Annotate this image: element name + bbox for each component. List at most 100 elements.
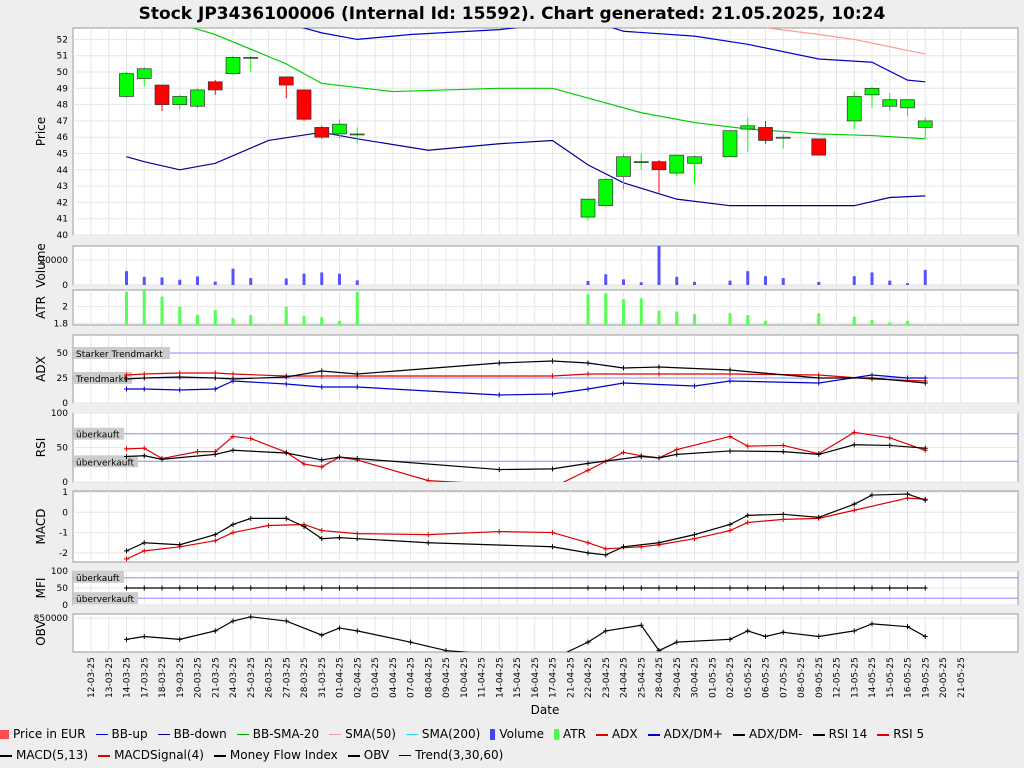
mfi-tick-label: 100 — [51, 567, 68, 577]
x-tick-label: 25-04-25 — [637, 657, 647, 698]
x-tick-label: 04-04-25 — [389, 657, 399, 698]
legend-item: MACDSignal(4) — [98, 748, 204, 762]
obv-point — [248, 614, 254, 620]
rsi5-point — [301, 461, 307, 467]
atr-bar — [249, 315, 253, 325]
candle-body — [296, 89, 312, 120]
rsi5-point — [141, 445, 147, 451]
rsi5-point — [851, 429, 857, 435]
mfi-point — [283, 585, 289, 591]
rsi14-point — [656, 455, 662, 461]
volume-tick-label: 0 — [62, 281, 68, 291]
rsi5-point — [195, 449, 200, 455]
legend-item: SMA(200) — [405, 727, 480, 741]
rsi14-point — [887, 442, 893, 448]
price-axis-label: Price — [34, 117, 48, 146]
atr-tick-label: 1.8 — [54, 319, 69, 329]
dm-plus-line — [126, 374, 926, 396]
dm-plus-point — [177, 387, 183, 393]
volume-bar — [728, 280, 732, 285]
mfi-point — [922, 585, 928, 591]
dm-minus-point — [585, 360, 591, 366]
x-tick-label: 28-04-25 — [655, 657, 665, 698]
dm-plus-point — [212, 386, 218, 392]
x-tick-label: 26-03-25 — [265, 657, 275, 698]
obv-point — [408, 639, 413, 645]
candle-body — [278, 76, 294, 86]
obv-point — [124, 636, 129, 642]
macd-signal-point — [585, 540, 591, 546]
dm-plus-point — [692, 383, 697, 389]
mfi-point — [692, 585, 697, 591]
obv-point — [922, 634, 928, 640]
x-tick-label: 19-05-25 — [921, 657, 931, 698]
rsi-overbought-annotation: überkauft — [76, 431, 120, 441]
rsi14-point — [230, 447, 236, 453]
rsi14-point — [585, 460, 591, 466]
price-tick-label: 47 — [57, 117, 68, 127]
obv-point — [443, 648, 449, 652]
legend-item: BB-SMA-20 — [236, 727, 319, 741]
macd-point — [319, 536, 325, 542]
mfi-point — [141, 585, 147, 591]
bb-down-line — [126, 131, 926, 207]
atr-bar — [231, 318, 235, 325]
atr-tick-label: 2 — [62, 303, 68, 313]
macd-signal-point — [727, 528, 733, 534]
legend-label: ADX/DM- — [748, 727, 803, 741]
rsi14-point — [354, 456, 360, 462]
atr-bar — [852, 316, 856, 325]
x-tick-label: 28-03-25 — [300, 657, 310, 698]
mfi-point — [816, 585, 822, 591]
legend-item: ADX — [595, 727, 638, 741]
price-tick-label: 44 — [57, 166, 69, 176]
adx-point — [212, 370, 218, 376]
atr-bar — [284, 306, 288, 325]
candle-body — [207, 81, 223, 91]
obv-point — [869, 621, 875, 627]
legend-item: ADX/DM- — [732, 727, 803, 741]
atr-axis-label: ATR — [34, 296, 48, 319]
rsi14-point — [851, 442, 857, 448]
bb-up-line — [301, 28, 926, 83]
macd-point — [727, 521, 733, 527]
rsi14-point — [212, 451, 218, 457]
mfi-point — [851, 585, 857, 591]
dm-minus-point — [212, 375, 218, 381]
volume-bar — [160, 277, 164, 285]
mfi-point — [248, 585, 254, 591]
atr-bar — [160, 296, 164, 325]
legend-swatch-icon — [732, 733, 745, 736]
macd-tick-label: 0 — [62, 508, 68, 518]
dm-plus-point — [319, 384, 325, 390]
volume-bar — [657, 246, 661, 285]
volume-bar — [178, 279, 182, 285]
macd-signal-point — [354, 531, 360, 537]
macd-signal-point — [141, 548, 147, 554]
legend-item: RSI 5 — [877, 727, 924, 741]
obv-point — [727, 636, 733, 642]
x-tick-label: 07-04-25 — [407, 657, 417, 698]
rsi-tick-label: 50 — [57, 444, 69, 454]
obv-point — [851, 628, 857, 634]
adx-point — [550, 373, 555, 379]
macd-signal-point — [603, 546, 609, 552]
legend-swatch-icon — [399, 755, 412, 756]
rsi5-point — [621, 449, 626, 455]
x-tick-label: 13-05-25 — [850, 657, 860, 698]
x-tick-label: 12-03-25 — [87, 657, 97, 698]
rsi-panel: 0 50 100 RSI überkauft überverkauft — [34, 409, 1019, 488]
obv-point — [337, 625, 342, 631]
macd-point — [177, 542, 183, 548]
mfi-point — [212, 585, 218, 591]
macd-point — [124, 548, 129, 554]
adx-point — [319, 373, 325, 379]
dm-plus-point — [922, 375, 928, 381]
obv-point — [177, 636, 183, 642]
adx-plot-area — [72, 334, 1019, 404]
rsi5-point — [674, 447, 680, 453]
legend-label: ATR — [562, 727, 586, 741]
macd-tick-label: -1 — [59, 529, 68, 539]
dm-minus-point — [922, 380, 928, 386]
x-tick-label: 15-04-25 — [513, 657, 523, 698]
